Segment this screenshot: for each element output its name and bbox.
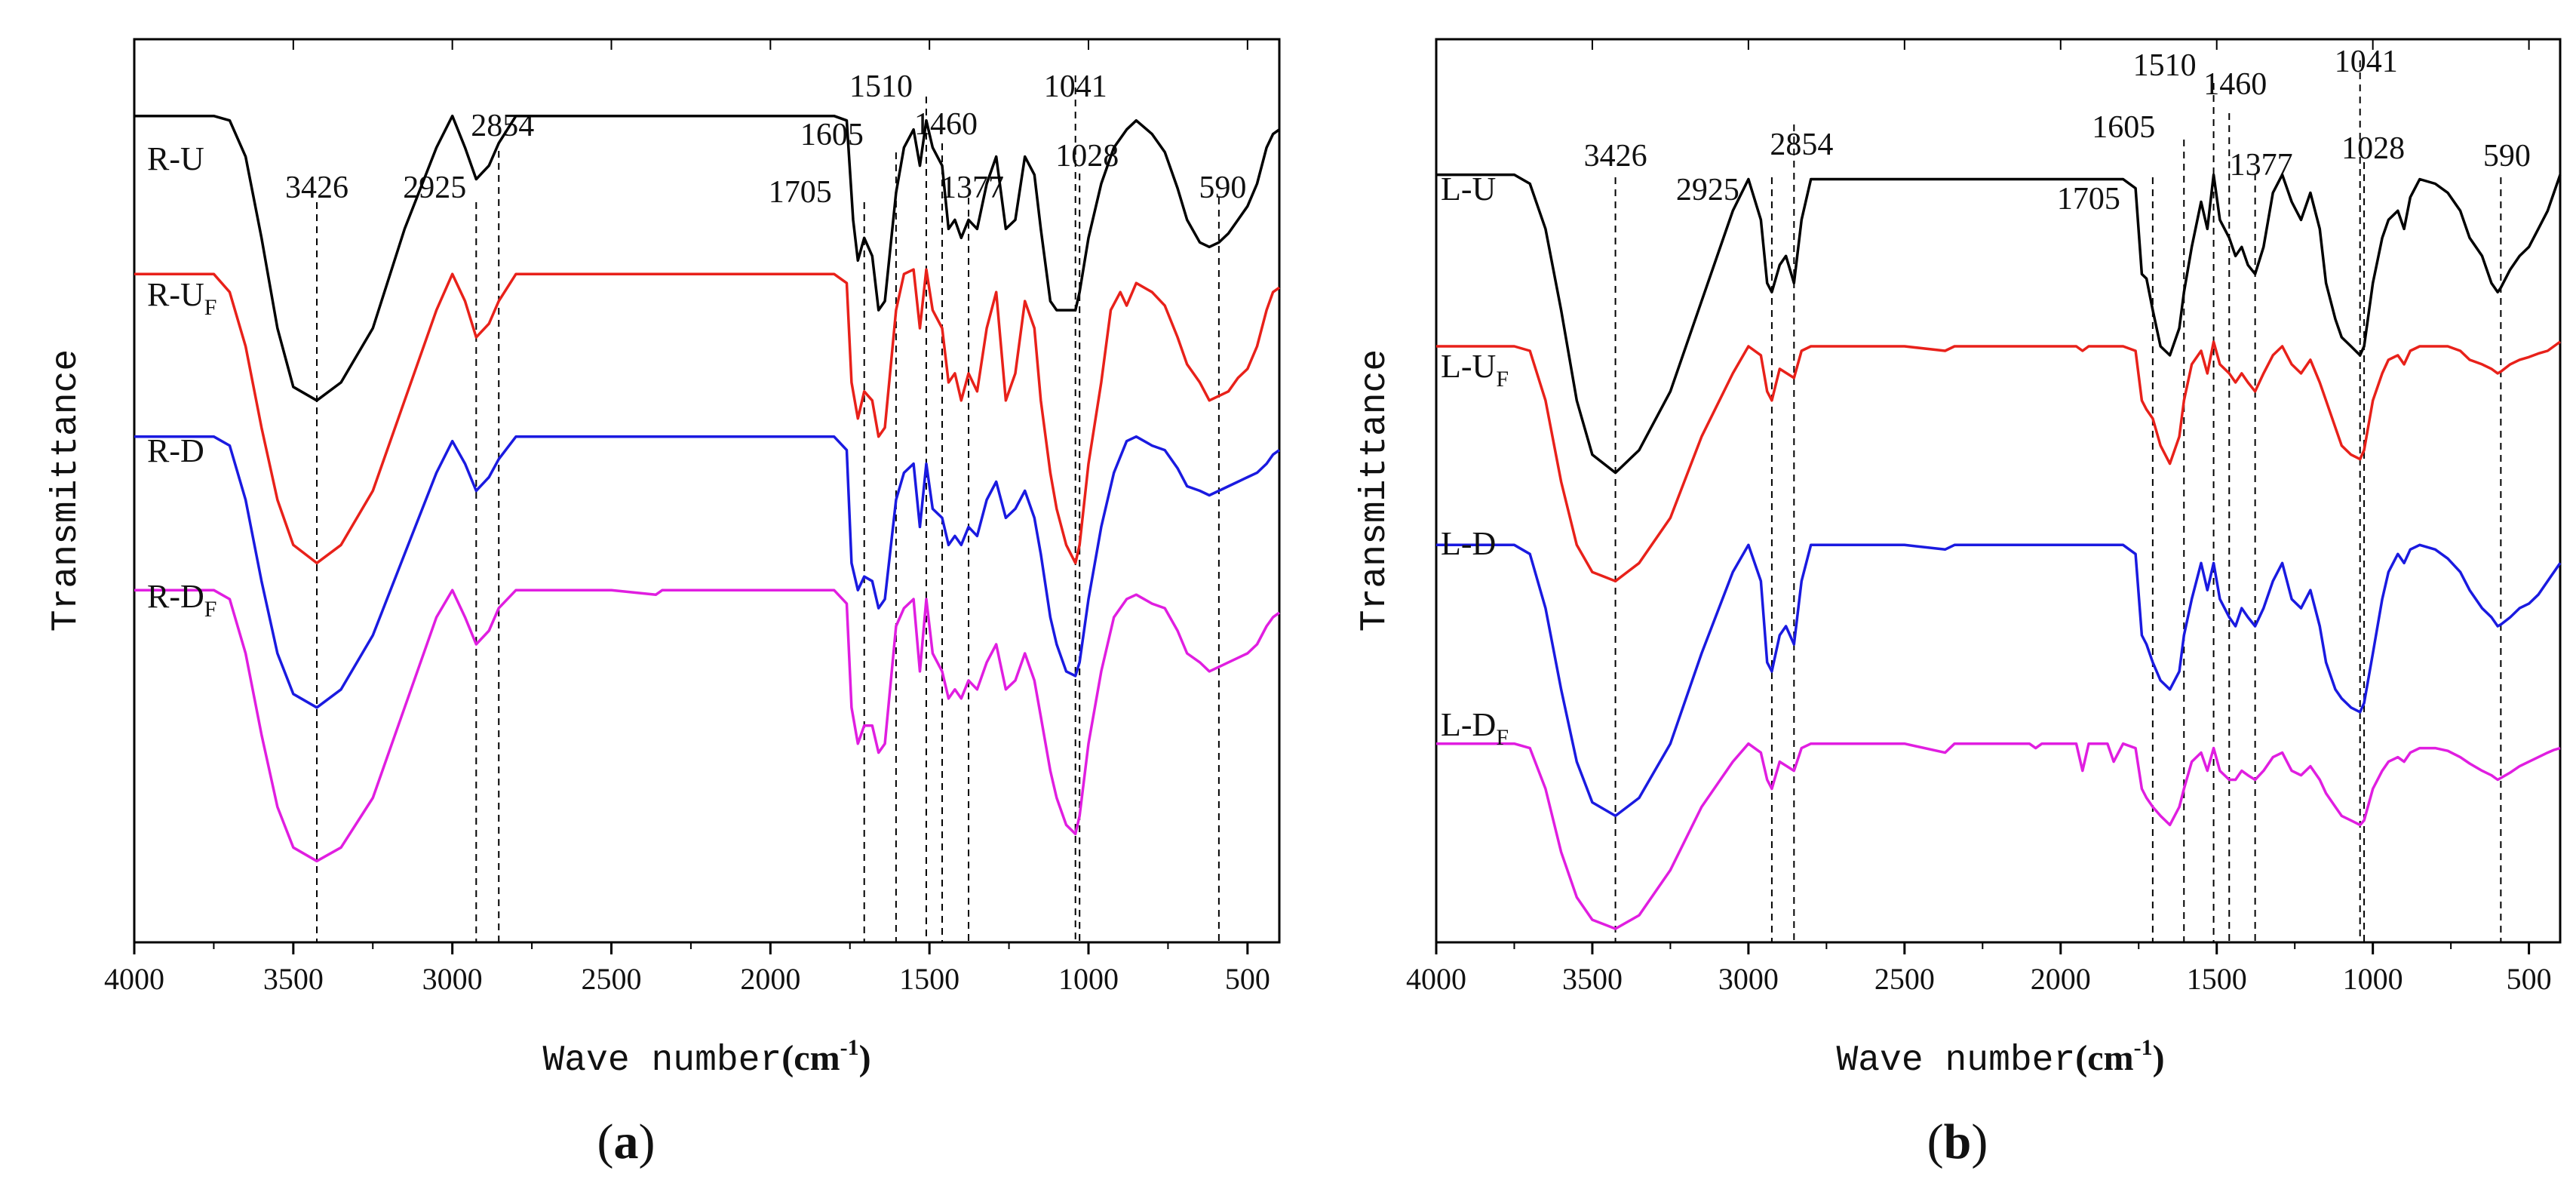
peak-label-3426: 3426 <box>285 171 348 205</box>
peak-label-1705: 1705 <box>769 175 832 210</box>
panel-label-letter: b <box>1944 1114 1972 1169</box>
series-label-main: L-U <box>1441 171 1496 207</box>
peak-label-2854: 2854 <box>1770 128 1833 162</box>
series-label-sub: F <box>1496 367 1509 392</box>
x-tick-label: 4000 <box>104 962 164 996</box>
series-label-main: R-D <box>147 432 204 469</box>
peak-label-590: 590 <box>2483 139 2531 174</box>
series-label-main: L-D <box>1441 525 1496 562</box>
x-tick-label: 2500 <box>1874 962 1935 996</box>
series-label-main: R-D <box>147 578 204 615</box>
series-label-R-D: R-D <box>147 432 204 469</box>
series-label-R-UF: R-UF <box>147 276 216 320</box>
x-axis-title: Wave number(cm-1) <box>1836 1035 2164 1081</box>
x-tick-label: 1000 <box>2343 962 2403 996</box>
plot-frame <box>133 38 1281 944</box>
x-axis-title-unit-sup: -1 <box>840 1035 859 1060</box>
x-axis-title-paren-open: ( <box>781 1038 794 1078</box>
x-tick-label: 3000 <box>422 962 483 996</box>
peak-label-2925: 2925 <box>1676 173 1739 207</box>
x-tick-label: 4000 <box>1406 962 1466 996</box>
series-label-L-UF: L-UF <box>1441 348 1509 392</box>
panel-a: 4000 3500 3000 2500 2000 1500 1000 500 Transmitt… <box>46 38 1281 1169</box>
peak-label-1605: 1605 <box>2092 110 2155 145</box>
panel-label-close: ) <box>639 1114 656 1169</box>
peak-label-1028: 1028 <box>2341 131 2405 166</box>
x-tick-label: 500 <box>2507 962 2552 996</box>
panel-label-open: ( <box>1927 1114 1944 1169</box>
x-tick-label: 3500 <box>263 962 324 996</box>
x-axis-title: Wave number(cm-1) <box>542 1035 870 1081</box>
peak-label-1605: 1605 <box>800 118 864 152</box>
x-axis-title-paren-open: ( <box>2075 1038 2087 1078</box>
plot-frame <box>1435 38 2562 944</box>
spectrum-R-D <box>134 435 1281 709</box>
panel-b: 4000 3500 3000 2500 2000 1500 1000 500 Transmitt… <box>1355 38 2562 1169</box>
series-label-main: L-D <box>1441 706 1496 743</box>
x-tick-label: 1000 <box>1058 962 1119 996</box>
spectrum-R-UF <box>134 268 1281 565</box>
x-tick-label: 1500 <box>2187 962 2247 996</box>
series-label-sub: F <box>204 597 217 622</box>
spectrum-L-DF <box>1436 742 2561 930</box>
series-label-main: R-U <box>147 276 204 313</box>
x-tick-label: 3000 <box>1718 962 1779 996</box>
panel-label-close: ) <box>1971 1114 1988 1169</box>
x-axis-title-paren-close: ) <box>859 1038 871 1078</box>
x-tick-label: 500 <box>1225 962 1270 996</box>
series-label-main: L-U <box>1441 348 1496 385</box>
spectrum-L-UF <box>1436 340 2562 582</box>
series-label-L-U: L-U <box>1441 171 1496 207</box>
spectrum-L-D <box>1436 543 2562 818</box>
x-axis-title-main: Wave number <box>1836 1040 2075 1081</box>
series-label-L-DF: L-DF <box>1441 706 1509 750</box>
y-axis-title: Transmittance <box>1355 349 1395 631</box>
panel-label: (a) <box>597 1114 656 1169</box>
x-axis-title-unit: cm <box>2087 1038 2133 1078</box>
series-label-L-D: L-D <box>1441 525 1496 562</box>
x-axis-title-unit-sup: -1 <box>2134 1035 2153 1060</box>
peak-label-1705: 1705 <box>2057 182 2120 217</box>
peak-label-3426: 3426 <box>1584 139 1647 174</box>
series-label-main: R-U <box>147 140 204 177</box>
x-tick-label: 3500 <box>1562 962 1623 996</box>
panel-label: (b) <box>1927 1114 1988 1169</box>
series-label-R-DF: R-DF <box>147 578 216 622</box>
x-axis-title-unit: cm <box>794 1038 840 1078</box>
x-tick-label: 1500 <box>899 962 959 996</box>
spectrum-L-U <box>1436 173 2562 475</box>
x-tick-label: 2500 <box>582 962 642 996</box>
peak-label-1377: 1377 <box>941 171 1004 205</box>
spectrum-R-DF <box>134 588 1281 863</box>
peak-label-1510: 1510 <box>849 69 913 104</box>
peak-label-1028: 1028 <box>1055 139 1119 174</box>
peak-label-1041: 1041 <box>1044 69 1107 104</box>
x-tick-label: 2000 <box>2031 962 2091 996</box>
x-axis-title-paren-close: ) <box>2153 1038 2165 1078</box>
peak-label-590: 590 <box>1199 171 1246 205</box>
x-tick-label: 2000 <box>740 962 800 996</box>
x-axis-title-main: Wave number <box>542 1040 781 1081</box>
peak-label-2925: 2925 <box>403 171 466 205</box>
series-label-sub: F <box>204 295 217 320</box>
peak-label-1510: 1510 <box>2133 48 2197 83</box>
spectrum-R-U <box>134 114 1281 402</box>
series-label-R-U: R-U <box>147 140 204 177</box>
panel-label-open: ( <box>597 1114 614 1169</box>
series-label-sub: F <box>1496 725 1509 750</box>
peak-label-1041: 1041 <box>2335 45 2398 79</box>
panel-label-letter: a <box>614 1114 639 1169</box>
y-axis-title: Transmittance <box>46 349 87 631</box>
peak-label-1460: 1460 <box>2203 67 2267 102</box>
